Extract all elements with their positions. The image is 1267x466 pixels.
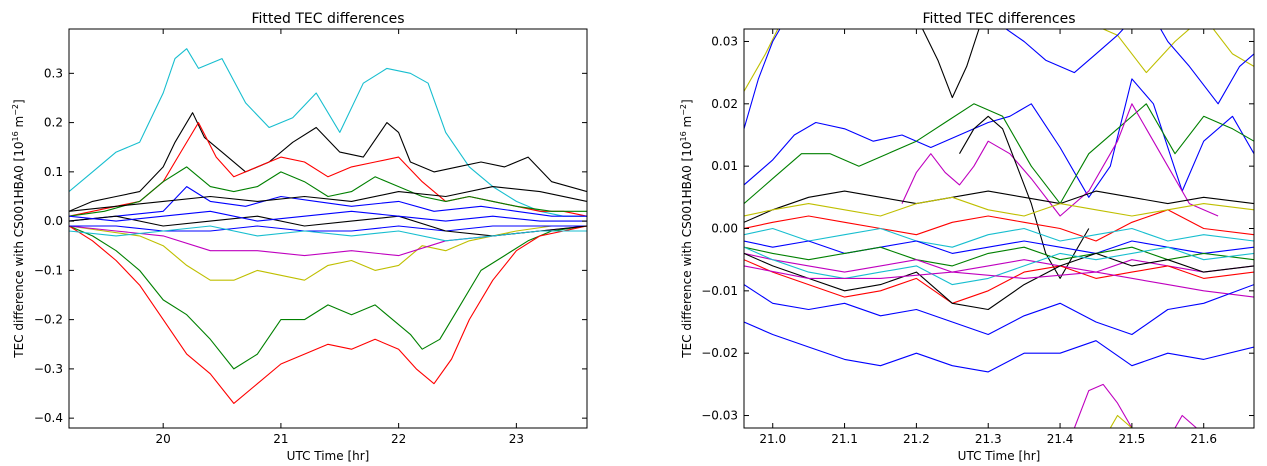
series-line-4	[69, 166, 587, 217]
x-tick-label: 21	[273, 432, 288, 446]
y-tick-label: 0.2	[44, 116, 63, 130]
y-tick-label: 0.03	[711, 34, 738, 48]
series-line-14	[69, 225, 587, 242]
chart-panel-1: 20 21 22 23 −0.4 −0.3 −0.2 −0.1 0.0 0.1 0.2 0.3 Fitt…	[11, 11, 588, 463]
series-line-10	[69, 225, 587, 404]
y-tick-label: 0.1	[44, 165, 63, 179]
series-line-17	[744, 246, 1254, 286]
y-axis-label-unit: m	[680, 116, 694, 132]
y-axis-label-close: ]	[680, 99, 694, 104]
y-axis-label: TEC difference with CS001HBA0 [1016 m−2]	[11, 99, 26, 358]
x-tick-label: 21.6	[1190, 432, 1217, 446]
y-tick-label: −0.1	[34, 263, 63, 277]
y-axis-label-main: TEC difference with CS001HBA0 [10	[680, 141, 694, 358]
y-axis-label-exp: 16	[11, 131, 20, 141]
x-tick-label: 21.3	[975, 432, 1002, 446]
x-axis-label: UTC Time [hr]	[287, 449, 370, 463]
series-line-5	[744, 103, 1254, 205]
series-line-22	[1109, 414, 1133, 428]
y-axis-label-unit: m	[12, 116, 26, 132]
y-tick-label: −0.01	[701, 284, 738, 298]
plot-frame	[68, 28, 588, 429]
series-line-9	[744, 209, 1254, 242]
series-line-6	[901, 103, 1219, 217]
series-line-10	[744, 196, 1254, 217]
y-axis-label-close: ]	[12, 99, 26, 104]
series-line-7	[959, 115, 1090, 279]
series-line-7	[69, 225, 587, 281]
chart-panel-2: 21.0 21.1 21.2 21.3 21.4 21.5 21.6 −0.03 −0.02 −0…	[679, 11, 1255, 463]
y-axis-label-main: TEC difference with CS001HBA0 [10	[12, 141, 26, 358]
series-line-1	[744, 29, 1254, 92]
series-line-9	[69, 225, 587, 370]
plot-area	[744, 29, 1254, 428]
y-tick-label: 0.0	[44, 214, 63, 228]
series-line-16	[744, 252, 1254, 311]
series-line-19	[744, 284, 1254, 336]
series-line-12	[744, 240, 1254, 254]
series-line-2	[921, 29, 980, 99]
y-tick-label: 0.3	[44, 66, 63, 80]
series-line-21	[1073, 383, 1133, 428]
x-tick-label: 21.5	[1119, 432, 1146, 446]
series-group	[69, 48, 587, 404]
y-tick-label: 0.00	[711, 222, 738, 236]
series-line-11	[744, 227, 1254, 248]
y-tick-label: −0.03	[701, 409, 738, 423]
y-tick-label: −0.02	[701, 346, 738, 360]
x-tick-label: 23	[509, 432, 524, 446]
y-tick-label: −0.4	[34, 411, 63, 425]
series-line-20	[744, 321, 1254, 373]
y-axis-label-exp2: −2	[11, 104, 20, 116]
chart-title: Fitted TEC differences	[922, 11, 1075, 27]
series-line-13	[69, 210, 587, 222]
plot-area	[69, 29, 587, 428]
x-tick-label: 21.2	[903, 432, 930, 446]
series-line-14	[744, 252, 1254, 273]
y-tick-label: 0.01	[711, 159, 738, 173]
y-axis-label: TEC difference with CS001HBA0 [1016 m−2]	[679, 99, 694, 358]
y-axis-label-exp2: −2	[679, 104, 688, 116]
y-tick-label: 0.02	[711, 97, 738, 111]
series-line-5	[69, 186, 587, 222]
series-line-23	[1174, 414, 1197, 428]
y-axis-label-exp: 16	[679, 131, 688, 141]
series-line-2	[69, 112, 587, 212]
series-line-15	[744, 259, 1254, 304]
x-tick-label: 21.4	[1047, 432, 1074, 446]
series-group	[744, 29, 1254, 428]
chart-title: Fitted TEC differences	[251, 11, 404, 27]
y-tick-label: −0.3	[34, 362, 63, 376]
series-line-11	[69, 225, 587, 232]
series-line-18	[744, 265, 1254, 298]
series-line-6	[69, 186, 587, 212]
x-tick-label: 20	[156, 432, 171, 446]
x-tick-label: 21.1	[831, 432, 858, 446]
x-axis-label: UTC Time [hr]	[958, 449, 1041, 463]
x-tick-label: 21.0	[759, 432, 786, 446]
series-line-4	[744, 78, 1254, 198]
series-line-3	[744, 29, 1254, 129]
x-tick-label: 22	[391, 432, 406, 446]
series-line-8	[744, 190, 1254, 223]
series-line-13	[744, 246, 1254, 267]
y-tick-label: −0.2	[34, 313, 63, 327]
